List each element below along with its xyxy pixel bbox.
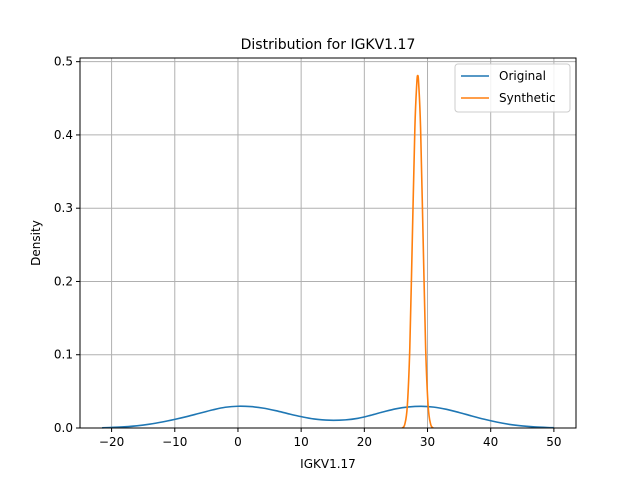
y-axis-label: Density	[29, 220, 43, 266]
x-tick-label: 30	[420, 435, 435, 449]
x-tick-label: 20	[357, 435, 372, 449]
x-tick-label: 0	[234, 435, 242, 449]
ticks: −20 −10 0 10 20 30 40 50 0.0 0.1 0.2 0.3 0.4 0.5	[54, 55, 562, 449]
x-tick-label: 10	[294, 435, 309, 449]
x-tick-label: 40	[483, 435, 498, 449]
series-line-original	[102, 405, 554, 429]
y-tick-label: 0.1	[54, 348, 73, 362]
plot-frame	[79, 57, 577, 429]
series-line-synthetic	[401, 74, 434, 429]
x-tick-label: −10	[162, 435, 187, 449]
y-tick-label: 0.5	[54, 55, 73, 69]
y-tick-label: 0.0	[54, 421, 73, 435]
y-tick-label: 0.4	[54, 128, 73, 142]
legend: Original Synthetic	[454, 63, 571, 113]
legend-label-original: Original	[499, 69, 546, 83]
series-group	[102, 74, 554, 429]
y-tick-label: 0.3	[54, 201, 73, 215]
x-tick-label: 50	[546, 435, 561, 449]
x-axis-label: IGKV1.17	[300, 457, 356, 471]
legend-label-synthetic: Synthetic	[499, 91, 556, 105]
x-tick-label: −20	[99, 435, 124, 449]
y-tick-label: 0.2	[54, 274, 73, 288]
chart-title: Distribution for IGKV1.17	[241, 37, 416, 53]
